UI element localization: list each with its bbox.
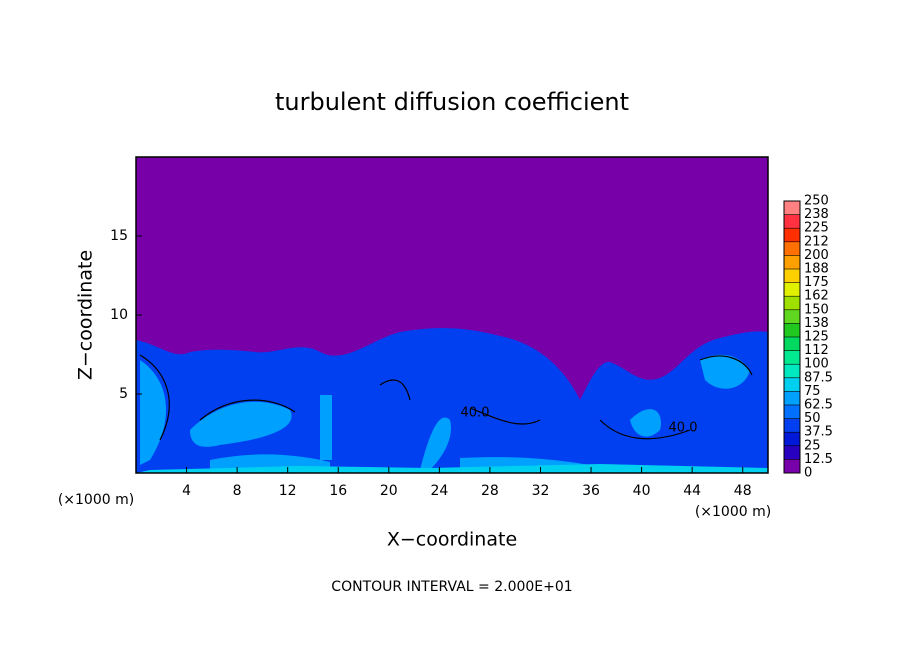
y-axis-label: Z−coordinate: [75, 250, 97, 380]
colorbar-label: 12.5: [804, 452, 833, 467]
colorbar-label: 0: [804, 466, 812, 481]
colorbar-label: 25: [804, 438, 821, 453]
contour-label: 40.0: [461, 406, 490, 421]
x-unit: (×1000 m): [58, 492, 134, 508]
colorbar-swatch: [784, 432, 800, 446]
colorbar-label: 50: [804, 411, 821, 426]
x-unit: (×1000 m): [695, 504, 771, 520]
y-tick-label: 10: [110, 307, 128, 323]
colorbar-label: 87.5: [804, 370, 833, 385]
colorbar-swatch: [784, 228, 800, 242]
colorbar-swatch: [784, 459, 800, 473]
field-region: [136, 464, 768, 473]
field-region: [136, 328, 768, 473]
chart-title: turbulent diffusion coefficient: [275, 88, 629, 116]
colorbar-swatch: [784, 255, 800, 269]
x-tick-label: 20: [380, 483, 398, 499]
colorbar-swatch: [784, 418, 800, 433]
contour-line: [139, 354, 753, 441]
colorbar-label: 112: [804, 343, 829, 358]
x-tick-label: 48: [734, 483, 752, 499]
x-tick-label: 40: [633, 483, 651, 499]
contour-label: 40.0: [669, 421, 698, 436]
colorbar-label: 37.5: [804, 425, 833, 440]
colorbar-swatch: [784, 309, 800, 324]
colorbar-label: 200: [804, 248, 829, 263]
x-tick-label: 32: [532, 483, 550, 499]
x-tick-label: 4: [182, 483, 191, 499]
colorbar-label: 75: [804, 384, 821, 399]
colorbar-label: 250: [804, 194, 829, 209]
colorbar-swatch: [784, 337, 800, 351]
colorbar-label: 188: [804, 262, 829, 277]
colorbar-label: 100: [804, 357, 829, 372]
colorbar-swatch: [784, 282, 800, 297]
colorbar-label: 238: [804, 207, 829, 222]
x-tick-label: 16: [329, 483, 347, 499]
field-region: [140, 354, 750, 470]
colorbar-label: 62.5: [804, 398, 833, 413]
colorbar-label: 125: [804, 330, 829, 345]
colorbar-label: 175: [804, 275, 829, 290]
colorbar-swatch: [784, 364, 800, 378]
colorbar-label: 138: [804, 316, 829, 331]
footer: CONTOUR INTERVAL = 2.000E+01: [331, 579, 572, 595]
colorbar-swatch: [784, 214, 800, 229]
x-tick-label: 24: [430, 483, 448, 499]
x-axis-label: X−coordinate: [387, 529, 517, 551]
colorbar-label: 212: [804, 234, 829, 249]
colorbar-swatch: [784, 445, 800, 460]
colorbar-swatch: [784, 405, 800, 419]
y-tick-label: 5: [119, 386, 128, 402]
colorbar-swatch: [784, 201, 800, 215]
y-tick-label: 15: [110, 228, 128, 244]
x-tick-label: 28: [481, 483, 499, 499]
x-tick-label: 44: [683, 483, 701, 499]
colorbar-swatch: [784, 241, 800, 256]
colorbar-swatch: [784, 296, 800, 310]
x-tick-label: 8: [233, 483, 242, 499]
colorbar-label: 150: [804, 302, 829, 317]
colorbar-swatch: [784, 350, 800, 365]
colorbar-swatch: [784, 323, 800, 337]
colorbar-swatch: [784, 269, 800, 283]
x-tick-label: 36: [582, 483, 600, 499]
colorbar-label: 225: [804, 221, 829, 236]
x-tick-label: 12: [279, 483, 297, 499]
colorbar-label: 162: [804, 289, 829, 304]
colorbar-swatch: [784, 377, 800, 392]
colorbar-swatch: [784, 391, 800, 405]
field: [136, 157, 768, 473]
